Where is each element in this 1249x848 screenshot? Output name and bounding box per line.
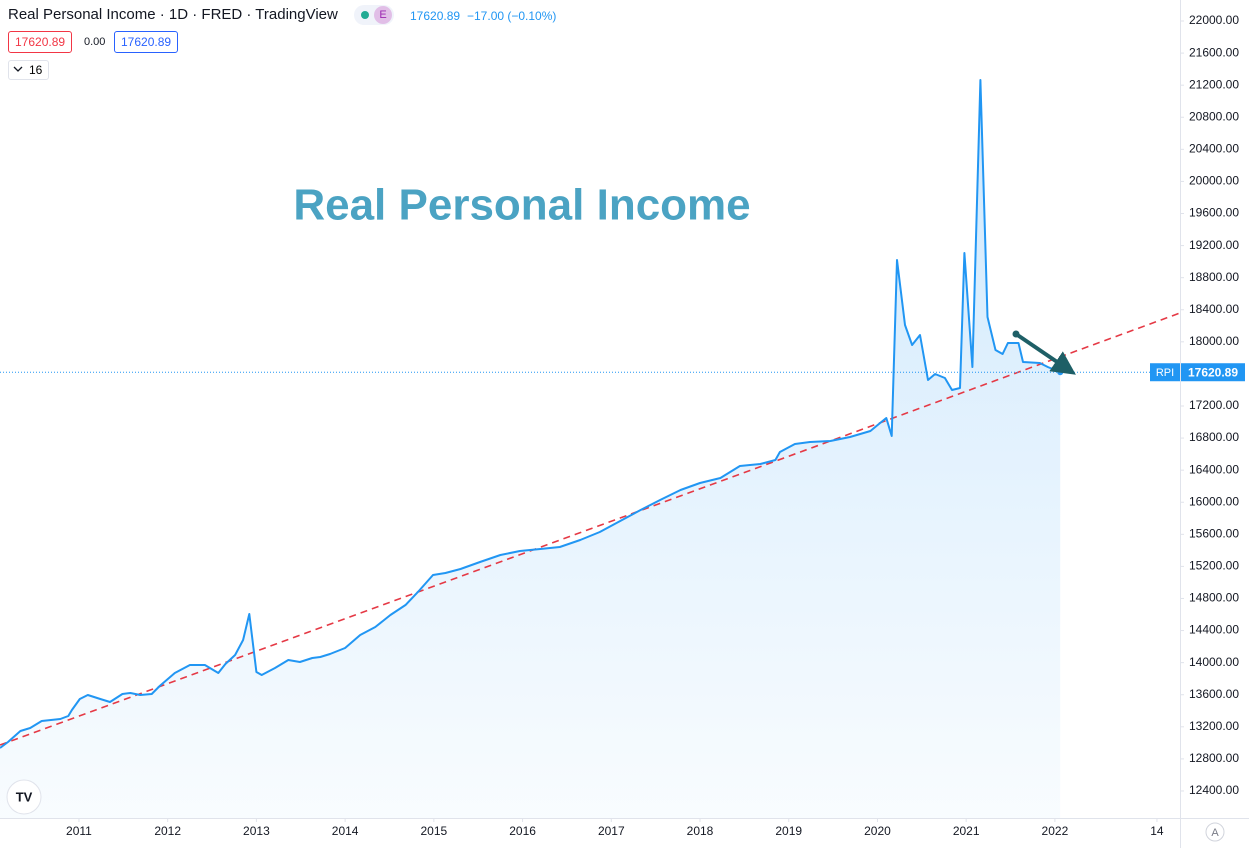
y-tick-label: 19200.00 (1189, 238, 1239, 252)
x-tick-label: 2016 (509, 824, 536, 838)
status-pill[interactable]: E (354, 5, 394, 25)
tv-logo: TV (6, 779, 42, 815)
y-tick-label: 15600.00 (1189, 526, 1239, 540)
last-price: 17620.89 (410, 9, 461, 23)
y-tick-label: 14000.00 (1189, 655, 1239, 669)
y-tick-label: 16000.00 (1189, 494, 1239, 508)
y-tick-label: 12400.00 (1189, 783, 1239, 797)
arrow (1014, 332, 1076, 375)
trend-line (0, 312, 1181, 746)
symbol-title: Real Personal Income · 1D · FRED · Tradi… (8, 6, 338, 23)
y-tick-label: 18800.00 (1189, 270, 1239, 284)
ohlc-box: 17620.89 (8, 31, 73, 53)
y-tick-label: 21200.00 (1189, 77, 1239, 91)
x-tick-label: 2022 (1042, 824, 1069, 838)
y-tick-label: 12800.00 (1189, 751, 1239, 765)
y-tick-label: 21600.00 (1189, 45, 1239, 59)
x-tick-label: 2014 (332, 824, 359, 838)
price-label-name: RPI (1156, 367, 1174, 379)
y-tick-label: 15200.00 (1189, 559, 1239, 573)
y-tick-label: 18400.00 (1189, 302, 1239, 316)
y-tick-label: 13600.00 (1189, 687, 1239, 701)
x-tick-label: 14 (1150, 824, 1164, 838)
x-tick-label: 2018 (687, 824, 714, 838)
auto-label[interactable]: A (1211, 827, 1219, 839)
y-tick-label: 16400.00 (1189, 462, 1239, 476)
y-tick-label: 19600.00 (1189, 206, 1239, 220)
line (0, 79, 1061, 749)
chevron (13, 66, 23, 72)
y-tick-label: 20000.00 (1189, 174, 1239, 188)
annotation: Real Personal Income (293, 181, 750, 230)
x-tick-label: 2012 (154, 824, 181, 838)
ohlc-box: 17620.89 (114, 31, 179, 53)
ohlc-change: 0.00 (84, 36, 106, 48)
x-tick-label: 2019 (775, 824, 802, 838)
y-tick-label: 20400.00 (1189, 142, 1239, 156)
y-tick-label: 22000.00 (1189, 13, 1239, 27)
y-tick-label: 18000.00 (1189, 334, 1239, 348)
price-change: −17.00 (−0.10%) (467, 9, 557, 23)
price-label-value-bg (1181, 363, 1245, 382)
svg-text:TV: TV (16, 789, 33, 804)
x-tick-label: 2013 (243, 824, 270, 838)
interval-box[interactable]: 16 (8, 60, 50, 80)
price-label-value: 17620.89 (1188, 365, 1238, 379)
x-tick-label: 2011 (66, 824, 92, 838)
y-tick-label: 16800.00 (1189, 430, 1239, 444)
y-tick-label: 17200.00 (1189, 398, 1239, 412)
y-tick-label: 20800.00 (1189, 109, 1239, 123)
status-dot (361, 11, 369, 19)
area-fill (0, 80, 1061, 818)
x-tick-label: 2021 (953, 824, 980, 838)
y-tick-label: 13200.00 (1189, 719, 1239, 733)
x-tick-label: 2015 (420, 824, 447, 838)
x-tick-label: 2020 (864, 824, 891, 838)
badge: E (374, 6, 392, 24)
price-label-bg (1150, 363, 1180, 382)
y-tick-label: 14400.00 (1189, 623, 1239, 637)
y-tick-label: 14800.00 (1189, 591, 1239, 605)
arrow-start (1012, 330, 1020, 338)
auto-button[interactable] (1205, 822, 1225, 842)
x-tick-label: 2017 (598, 824, 625, 838)
